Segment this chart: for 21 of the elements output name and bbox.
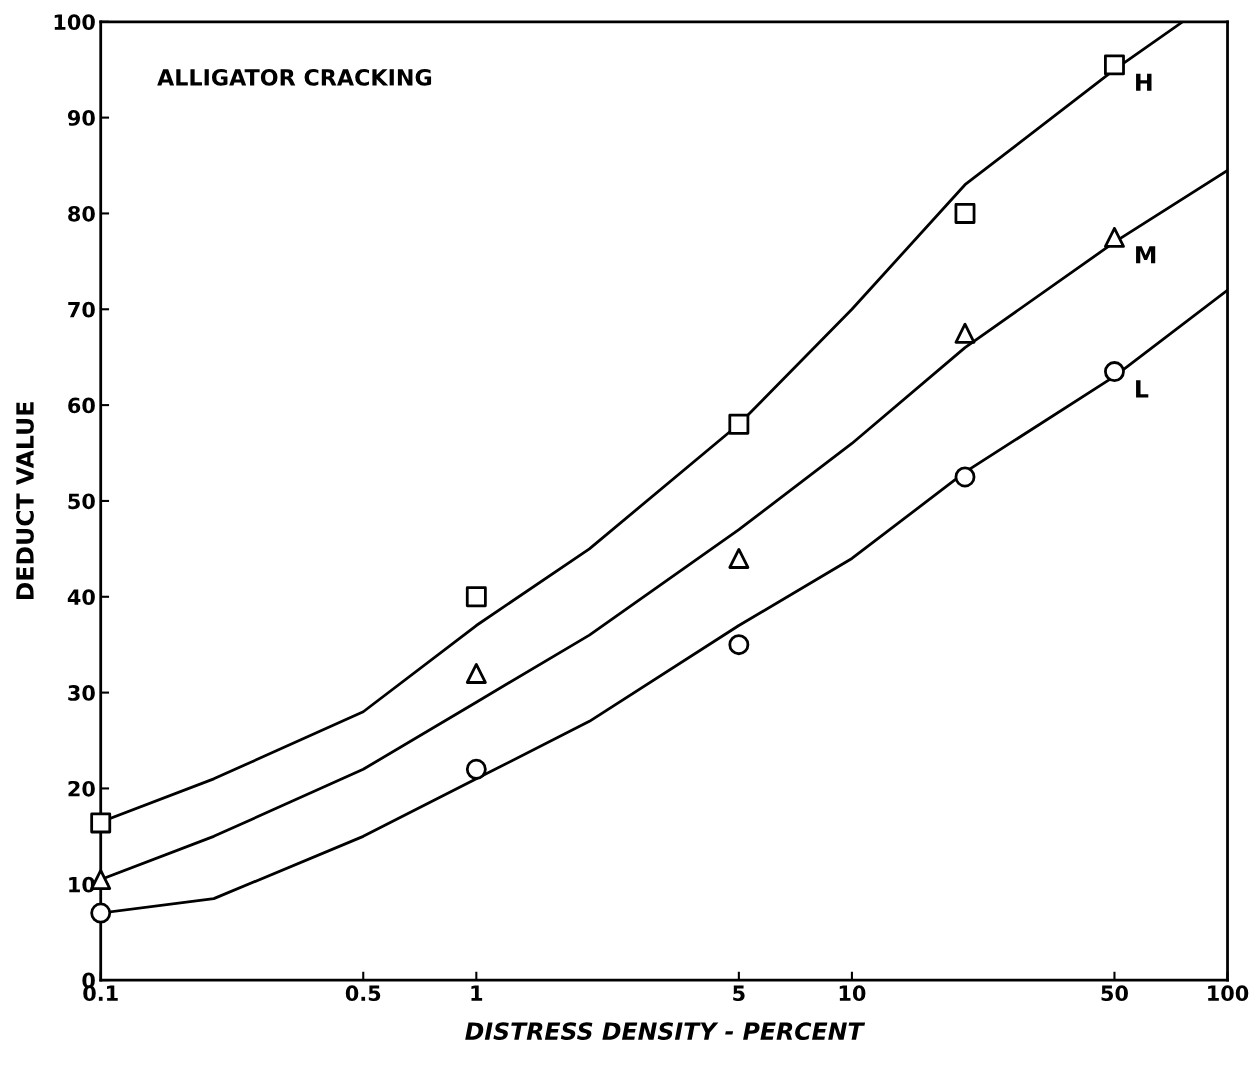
series-label: H bbox=[1136, 73, 1152, 91]
y-tick-label: 20 bbox=[68, 780, 95, 797]
x-tick-label: 5 bbox=[733, 985, 745, 1002]
y-tick-label: 60 bbox=[68, 397, 95, 414]
x-tick-label: 0.5 bbox=[345, 985, 381, 1002]
series-label: M bbox=[1136, 246, 1156, 264]
y-tick-label: 70 bbox=[68, 301, 95, 318]
y-tick-label: 100 bbox=[54, 14, 95, 30]
x-tick-label: 10 bbox=[839, 985, 866, 1002]
x-tick-label: 50 bbox=[1101, 985, 1128, 1002]
x-axis-title: DISTRESS DENSITY - PERCENT bbox=[465, 1022, 866, 1041]
y-axis-title: DEDUCT VALUE bbox=[16, 402, 34, 600]
x-tick-label: 100 bbox=[1208, 985, 1249, 1002]
y-tick-label: 90 bbox=[67, 110, 95, 126]
x-tick-label: 1 bbox=[471, 985, 483, 1001]
text: ALLIGATOR CRACKING bbox=[157, 68, 432, 86]
y-tick-label: 30 bbox=[68, 685, 95, 701]
y-tick-label: 50 bbox=[68, 493, 95, 510]
y-tick-label: 80 bbox=[68, 205, 95, 222]
y-tick-label: 40 bbox=[67, 589, 95, 605]
series-label: L bbox=[1136, 380, 1149, 398]
